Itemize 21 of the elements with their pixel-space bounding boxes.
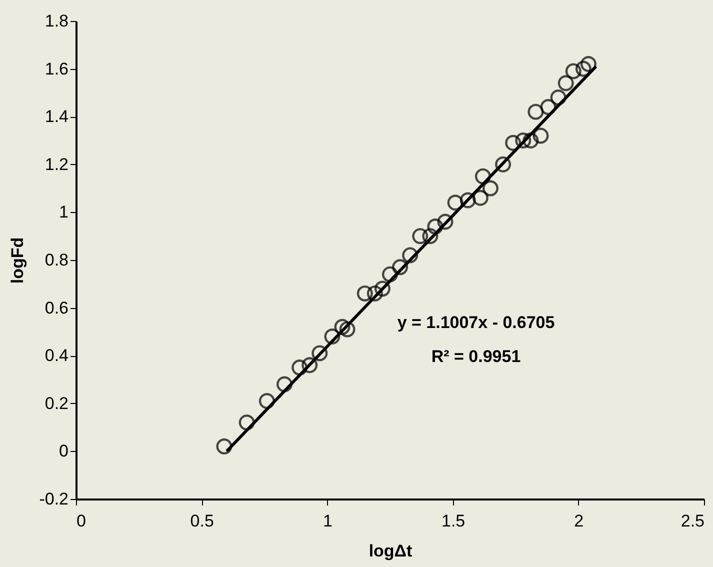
annotation: y = 1.1007x - 0.6705 (397, 313, 555, 332)
y-axis-title: logFd (8, 237, 28, 284)
y-tick-label: 0.6 (44, 298, 68, 318)
y-tick-label: 0 (59, 442, 68, 461)
x-tick-label: 0 (76, 512, 86, 530)
y-tick-label: 1 (59, 202, 68, 222)
x-axis-title: logΔt (368, 542, 413, 560)
annotation: R² = 0.9951 (431, 347, 521, 366)
x-tick-label: 2.5 (680, 512, 704, 530)
y-tick-label: 1.4 (44, 107, 68, 126)
y-tick-label: 1.2 (44, 154, 68, 174)
x-tick-label: 2 (574, 512, 584, 530)
x-tick-label: 1 (322, 512, 332, 530)
y-tick-label: 1.8 (44, 12, 68, 30)
y-tick-label: 0.8 (44, 250, 68, 270)
x-tick-label: 0.5 (190, 512, 214, 530)
y-tick-label: -0.2 (39, 490, 68, 508)
y-tick-label: 1.6 (44, 59, 68, 78)
y-tick-label: 0.2 (44, 394, 68, 413)
y-tick-label: 0.4 (44, 346, 68, 366)
x-tick-label: 1.5 (441, 512, 466, 530)
